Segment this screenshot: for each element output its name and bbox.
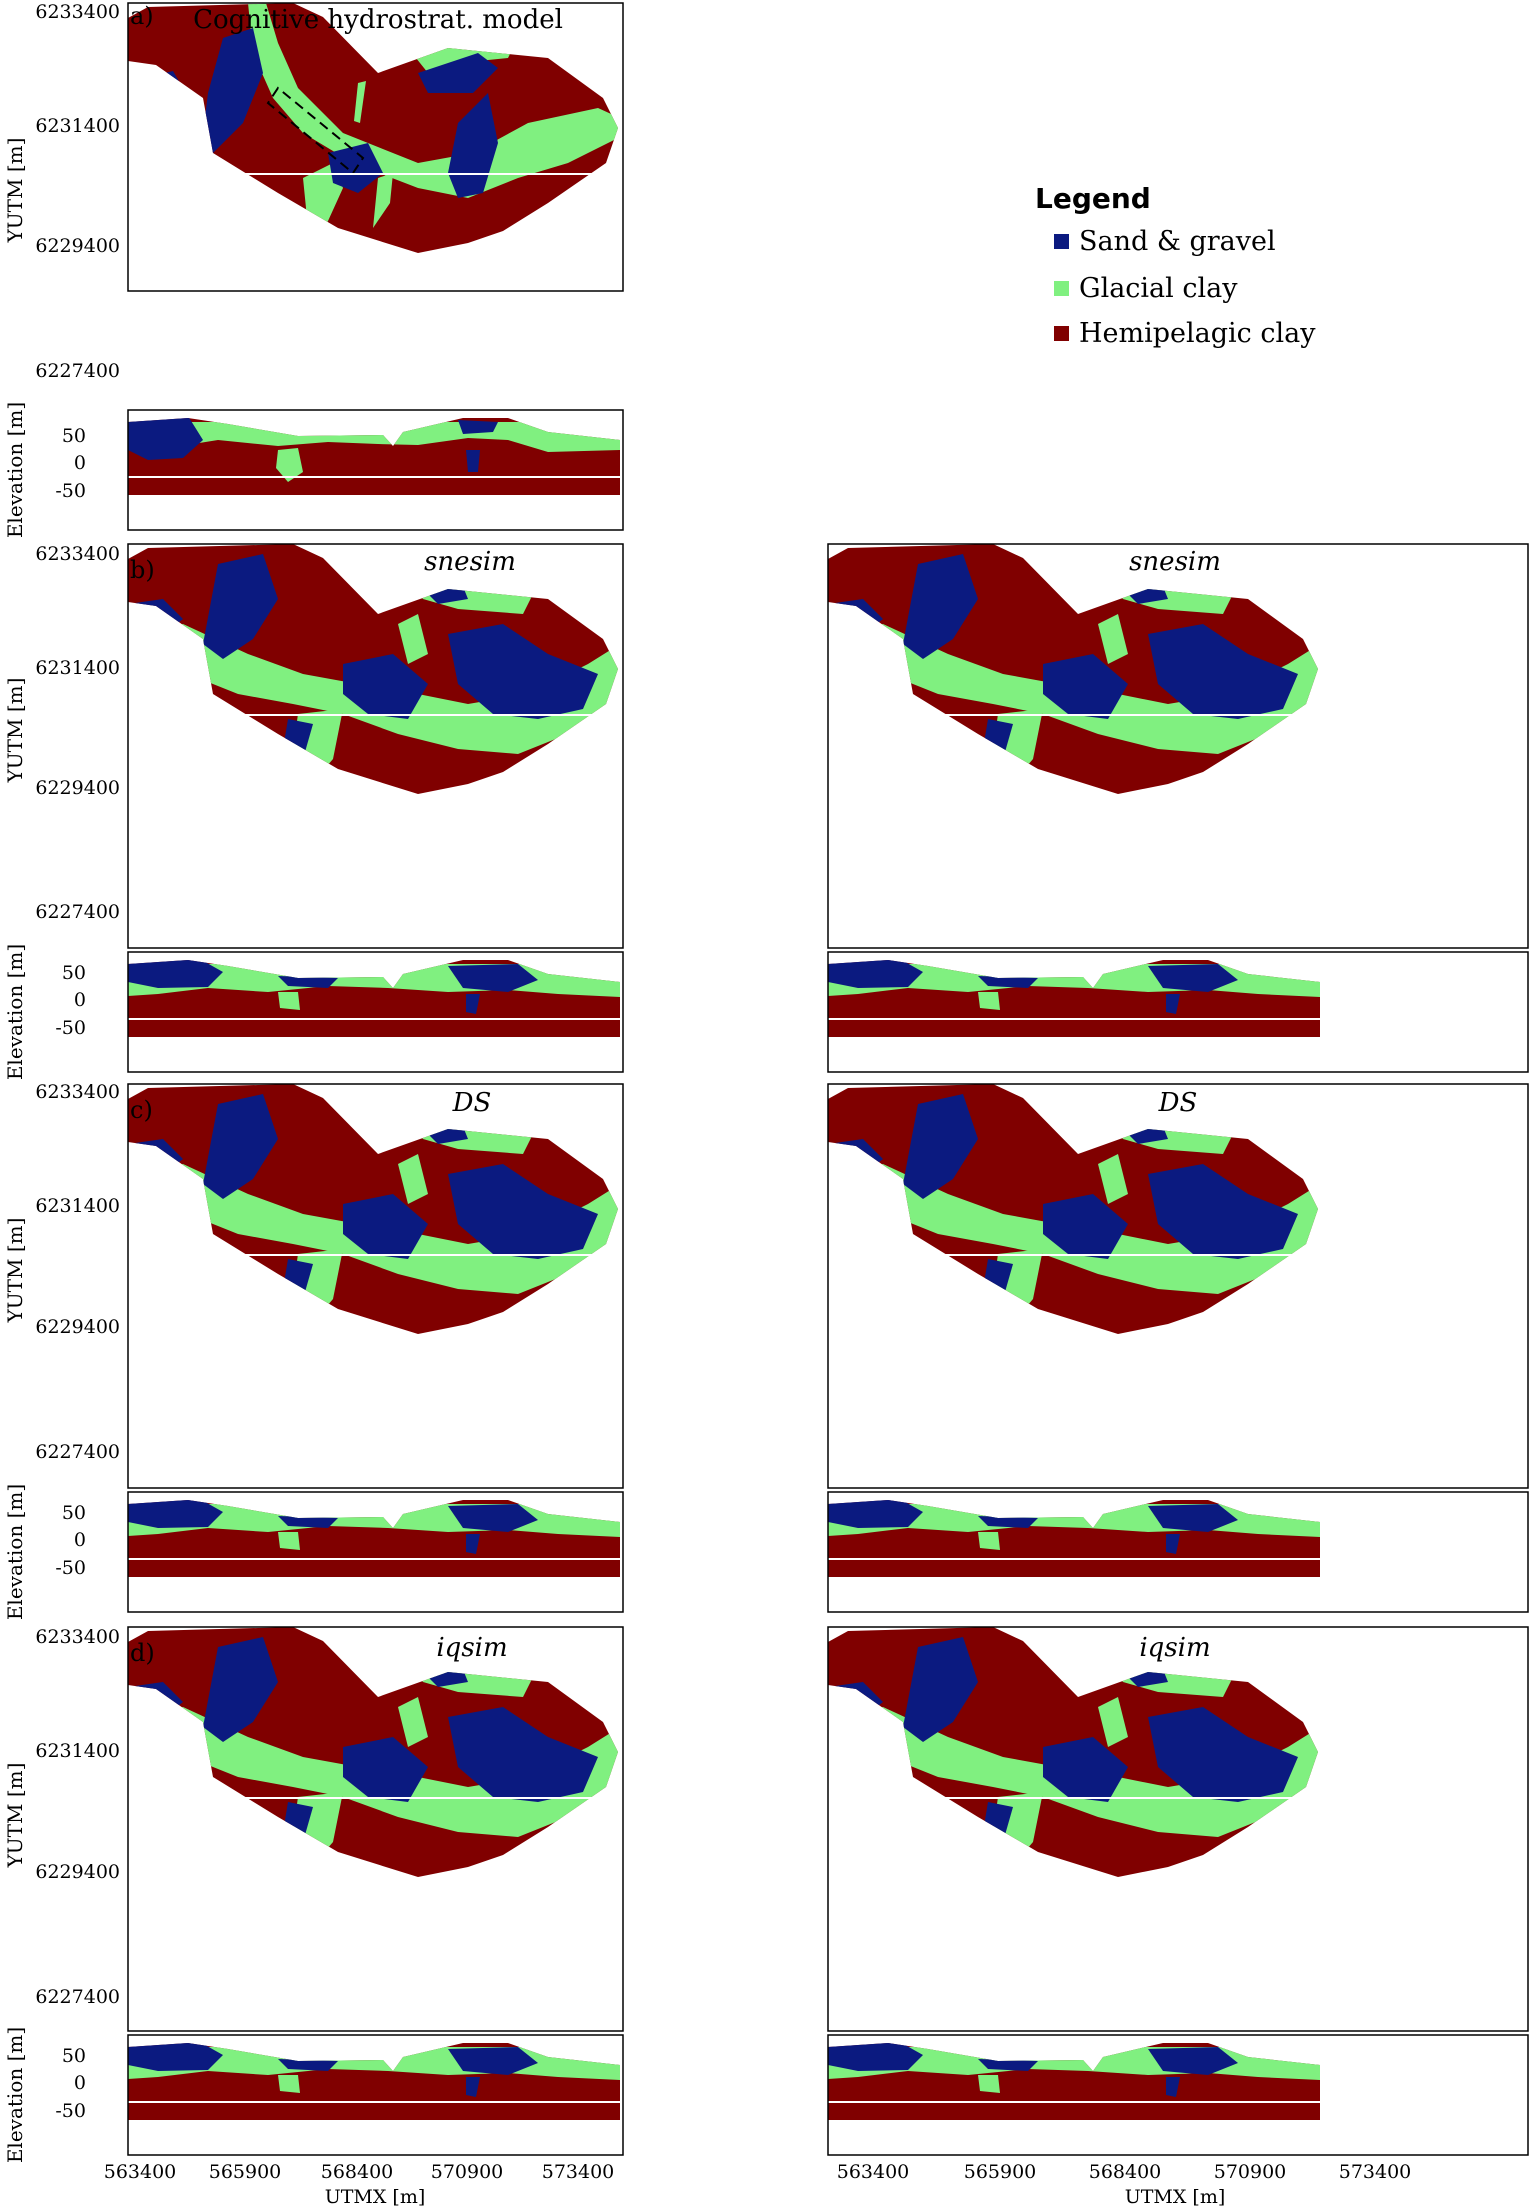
x-axis: 563400 565900 568400 570900 573400 UTMX … <box>104 2161 1412 2207</box>
ytick: 6233400 <box>35 1081 120 1103</box>
xtick: 570900 <box>1214 2161 1287 2183</box>
xtick: 573400 <box>1339 2161 1412 2183</box>
panel-b-title-right: snesim <box>1129 547 1221 577</box>
legend-swatch-hemipelagic <box>1054 326 1069 341</box>
panel-b-section-left <box>127 951 624 1073</box>
ytick: 6231400 <box>35 1740 120 1762</box>
panel-b-map-right <box>827 543 1529 949</box>
xtick: 573400 <box>542 2161 615 2183</box>
ytick: 6229400 <box>35 1316 120 1338</box>
map-ylabel-d: YUTM [m] <box>3 1763 27 1869</box>
legend-label-hemipelagic: Hemipelagic clay <box>1079 318 1316 349</box>
ytick: 6229400 <box>35 777 120 799</box>
panel-d-title-right: iqsim <box>1139 1633 1210 1663</box>
xtick: 565900 <box>209 2161 282 2183</box>
ytick: 50 <box>62 2045 86 2067</box>
panel-c-title-right: DS <box>1158 1088 1198 1118</box>
xtick: 570900 <box>431 2161 504 2183</box>
panel-b-title-left: snesim <box>424 547 516 577</box>
panel-c: c) DS DS <box>127 1083 1529 1613</box>
panel-a: a) Cognitive hydrostrat. model <box>127 2 624 531</box>
ytick: -50 <box>55 480 86 502</box>
panel-a-section <box>127 409 624 531</box>
ytick: 6231400 <box>35 115 120 137</box>
ytick: 6227400 <box>35 1441 120 1463</box>
ytick: 6233400 <box>35 1626 120 1648</box>
ytick: 6229400 <box>35 1861 120 1883</box>
ytick: 50 <box>62 425 86 447</box>
panel-d: d) iqsim iqsim <box>127 1626 1529 2156</box>
xlabel-right: UTMX [m] <box>1125 2186 1226 2207</box>
panel-d-map-left <box>127 1626 624 2032</box>
legend-title: Legend <box>1035 182 1151 215</box>
panel-a-map <box>128 3 624 292</box>
y-axis-labels: YUTM [m] YUTM [m] YUTM [m] YUTM [m] Elev… <box>3 138 27 2164</box>
section-ylabel-a: Elevation [m] <box>3 402 27 538</box>
ytick: 6227400 <box>35 901 120 923</box>
ytick: 6227400 <box>35 1986 120 2008</box>
panel-d-title-left: iqsim <box>436 1633 507 1663</box>
map-ylabel-a: YUTM [m] <box>3 138 27 244</box>
panel-c-map-right <box>827 1083 1529 1489</box>
panel-c-title-left: DS <box>452 1088 492 1118</box>
xtick: 563400 <box>104 2161 177 2183</box>
ytick: 6231400 <box>35 657 120 679</box>
legend-swatch-glacial <box>1054 281 1069 296</box>
map-ylabel-c: YUTM [m] <box>3 1218 27 1324</box>
ytick: -50 <box>55 2100 86 2122</box>
xlabel-left: UTMX [m] <box>325 2186 426 2207</box>
ytick: 0 <box>74 2072 86 2094</box>
panel-a-title: Cognitive hydrostrat. model <box>193 5 563 35</box>
ytick: 6227400 <box>35 360 120 382</box>
section-ylabel-b: Elevation [m] <box>3 944 27 1080</box>
panel-b-section-right <box>827 951 1529 1073</box>
xtick: 565900 <box>964 2161 1037 2183</box>
legend: Legend Sand & gravel Glacial clay Hemipe… <box>1035 182 1316 349</box>
ytick: -50 <box>55 1017 86 1039</box>
panel-a-letter: a) <box>130 2 154 30</box>
ytick: 6229400 <box>35 235 120 257</box>
panel-d-section-right <box>827 2034 1529 2156</box>
legend-swatch-sand <box>1054 234 1069 249</box>
panel-c-map-left <box>127 1083 624 1489</box>
ytick: 50 <box>62 962 86 984</box>
map-ylabel-b: YUTM [m] <box>3 678 27 784</box>
panel-d-letter: d) <box>130 1639 155 1667</box>
ytick: -50 <box>55 1557 86 1579</box>
panel-b-map-left <box>127 543 624 949</box>
legend-label-sand: Sand & gravel <box>1079 226 1276 257</box>
section-y-ticks: 50 0 -50 50 0 -50 50 0 -50 50 0 -50 <box>55 425 86 2122</box>
ytick: 0 <box>74 452 86 474</box>
legend-label-glacial: Glacial clay <box>1079 273 1238 304</box>
panel-d-map-right <box>827 1626 1529 2032</box>
panel-b-letter: b) <box>130 556 155 584</box>
section-ylabel-d: Elevation [m] <box>3 2027 27 2163</box>
ytick: 6233400 <box>35 1 120 23</box>
panel-b: b) snesim snesim <box>127 543 1529 1073</box>
ytick: 0 <box>74 989 86 1011</box>
ytick: 0 <box>74 1529 86 1551</box>
ytick: 50 <box>62 1502 86 1524</box>
panel-c-section-right <box>827 1491 1529 1613</box>
section-ylabel-c: Elevation [m] <box>3 1484 27 1620</box>
ytick: 6233400 <box>35 543 120 565</box>
xtick: 563400 <box>837 2161 910 2183</box>
xtick: 568400 <box>1089 2161 1162 2183</box>
xtick: 568400 <box>321 2161 394 2183</box>
panel-c-section-left <box>127 1491 624 1613</box>
map-y-ticks: 6233400 6231400 6229400 6227400 6233400 … <box>35 1 120 2008</box>
ytick: 6231400 <box>35 1195 120 1217</box>
panel-c-letter: c) <box>130 1096 153 1124</box>
panel-d-section-left <box>127 2034 624 2156</box>
